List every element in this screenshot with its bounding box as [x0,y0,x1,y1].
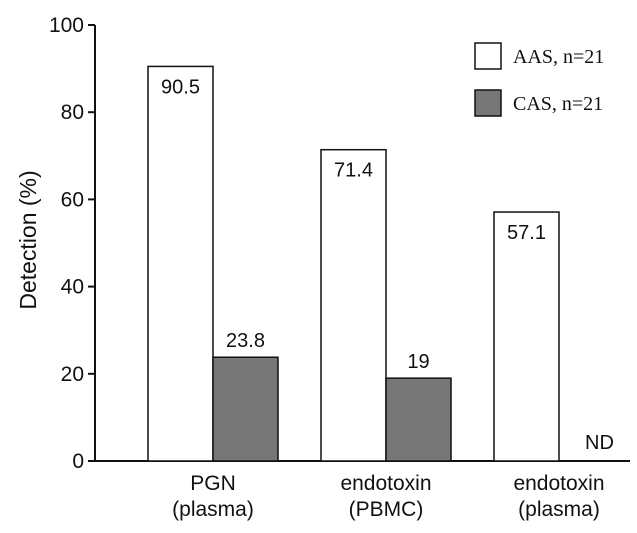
y-tick-label: 20 [61,363,84,386]
x-tick-label: (plasma) [172,498,254,521]
bar [212,356,279,462]
x-tick-label: (PBMC) [349,498,424,521]
x-tick-label: endotoxin [513,472,604,495]
legend-swatch [474,42,502,70]
bar [385,377,452,462]
data-label: ND [585,432,614,454]
bar [493,211,560,462]
legend-label: AAS, n=21 [513,46,604,68]
plot-area: 0 20 40 60 80 100 90.5 23.8 PGN (plasma) 71.4 19 end… [49,14,630,521]
y-tick-label: 40 [61,276,84,299]
data-label: 71.4 [334,160,373,182]
x-tick-label: endotoxin [340,472,431,495]
y-tick-label: 0 [72,450,84,473]
y-tick-label: 60 [61,188,84,211]
x-tick-label: (plasma) [518,498,600,521]
data-label: 19 [407,351,429,373]
data-label: 23.8 [226,330,265,352]
y-axis-label: Detection (%) [15,170,41,309]
x-tick-label: PGN [190,472,236,495]
data-label: 57.1 [507,222,546,244]
bar [320,148,387,462]
legend-label: CAS, n=21 [513,93,603,115]
data-label: 90.5 [161,76,200,98]
y-tick-label: 100 [49,14,84,37]
legend: AAS, n=21 CAS, n=21 [474,42,604,117]
bar [147,65,214,462]
legend-swatch [474,89,502,117]
y-tick-label: 80 [61,101,84,124]
